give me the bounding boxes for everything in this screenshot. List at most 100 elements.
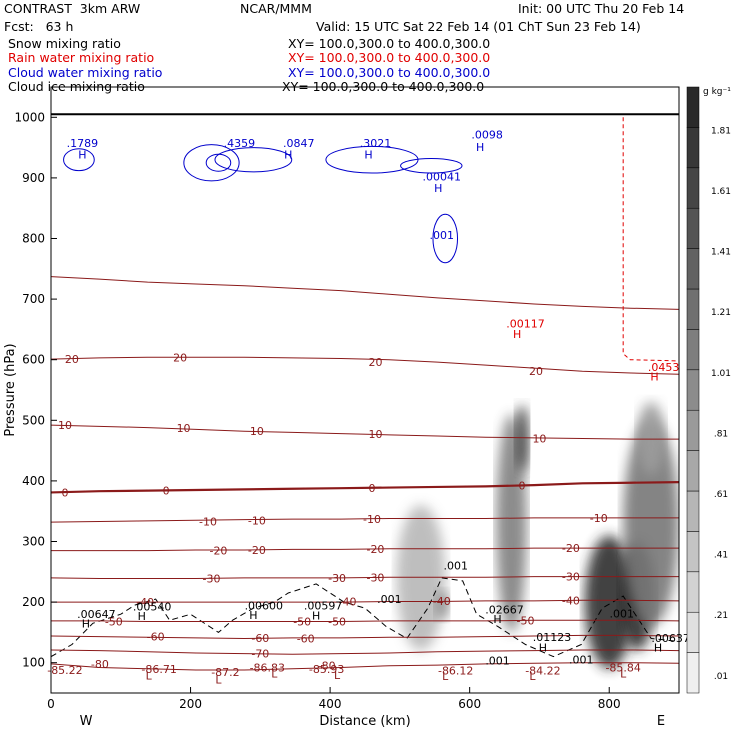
isotherm-label: -20 (562, 542, 580, 555)
extremum-label: H (539, 642, 547, 655)
colorbar-unit: g kg⁻¹ (703, 87, 731, 97)
extremum-label: .00647 (77, 608, 116, 621)
y-tick-label: 500 (22, 413, 45, 427)
isotherm-label: 10 (177, 422, 191, 435)
isotherm-label: -30 (203, 572, 221, 585)
extremum-label: .001 (485, 654, 510, 667)
extremum-label: .001 (569, 654, 594, 667)
valid-time: Valid: 15 UTC Sat 22 Feb 14 (01 ChT Sun … (316, 19, 641, 34)
isotherm-label: -50 (293, 615, 311, 628)
cloud-ice-contour (51, 577, 679, 658)
isotherm-label: -40 (433, 595, 451, 608)
extremum-label: -85.84 (605, 662, 640, 675)
isotherm-label: -80 (91, 658, 109, 671)
x-tick-label: 0 (47, 697, 55, 711)
extremum-label: H (249, 609, 257, 622)
cloud-water-label: H (364, 148, 372, 161)
isotherm--10 (51, 517, 679, 523)
plot-frame (50, 86, 680, 694)
isotherm-label: -10 (199, 516, 217, 529)
isotherm-20 (51, 356, 679, 375)
isotherm-label: 0 (368, 482, 375, 495)
isotherm-label: 10 (250, 425, 264, 438)
colorbar-segment (686, 207, 700, 249)
isotherm--40 (51, 599, 679, 603)
colorbar-tick-label: .61 (714, 490, 728, 500)
extremum-label: L (620, 668, 627, 681)
isotherm--20 (51, 547, 679, 552)
cloud-water-contour (63, 148, 95, 172)
isotherm-label: 0 (519, 480, 526, 493)
colorbar-segment (686, 329, 700, 371)
field-xy-rain: XY= 100.0,300.0 to 400.0,300.0 (288, 50, 491, 65)
rain-boundary (622, 117, 679, 362)
extremum-label: .00600 (245, 600, 284, 613)
west-label: W (80, 714, 93, 729)
cloud-ice-contours (51, 577, 679, 658)
colorbar-segment (686, 369, 700, 411)
isotherm-label: -40 (562, 594, 580, 607)
rain-contours (622, 117, 679, 362)
isotherm-label: -30 (366, 571, 384, 584)
isotherm-label: 10 (368, 428, 382, 441)
axes: 0 200 400 600 800100200300400500600700800900… (14, 110, 620, 711)
colorbar-segment (686, 490, 700, 532)
y-tick-label: 300 (22, 535, 45, 549)
isotherm-label: 10 (58, 419, 72, 432)
extremum-label: -85.93 (309, 663, 344, 676)
x-tick-label: 200 (179, 697, 202, 711)
isotherm-label: -40 (136, 596, 154, 609)
cloud-water-label: .4359 (224, 137, 256, 150)
extremum-label: .00540 (133, 600, 172, 613)
y-tick-label: 400 (22, 474, 45, 488)
rain-label: H (513, 328, 521, 341)
colorbar-tick-label: .01 (714, 672, 728, 682)
isotherm-label: -50 (517, 614, 535, 627)
cloud-water-label: H (78, 148, 86, 161)
isotherm-label: 20 (173, 351, 187, 364)
colorbar-segment (686, 652, 700, 694)
cloud-water-label: .00041 (423, 171, 462, 184)
cloud-water-contour (183, 144, 240, 182)
snow-area (434, 589, 449, 621)
center-title: NCAR/MMM (240, 1, 312, 16)
colorbar-tick-label: 1.21 (711, 308, 731, 318)
isotherm-label: 20 (529, 365, 543, 378)
colorbar-tick-label: .81 (714, 429, 728, 439)
extremum-label: H (82, 617, 90, 630)
extremum-label: .02667 (485, 603, 524, 616)
rain-label: .00117 (506, 317, 545, 330)
isotherm-label: -10 (363, 513, 381, 526)
isotherm--30 (51, 576, 679, 579)
colorbar-segment (686, 86, 700, 128)
cloud-water-label: H (284, 148, 292, 161)
cloud-water-contour (400, 158, 463, 174)
isotherm-label: 0 (163, 485, 170, 498)
isotherm-label: -80 (318, 660, 336, 673)
isotherm-label: -40 (339, 595, 357, 608)
colorbar-tick-label: 1.01 (711, 369, 731, 379)
init-time: Init: 00 UTC Thu 20 Feb 14 (518, 1, 685, 16)
isotherm-label: 20 (368, 356, 382, 369)
east-label: E (657, 714, 665, 729)
isotherm-label: -70 (251, 648, 269, 661)
cloud-water-contour (432, 213, 459, 264)
field-label-rain: Rain water mixing ratio (8, 50, 155, 65)
colorbar-tick-label: 1.41 (711, 248, 731, 258)
isotherm-label: -20 (248, 544, 266, 557)
extremum-label: L (271, 668, 278, 681)
isotherm-label: -60 (251, 632, 269, 645)
extremum-label: -86.12 (438, 665, 473, 678)
isotherm-label: -30 (562, 571, 580, 584)
temperature-contours (51, 113, 679, 671)
extremum-label: H (654, 642, 662, 655)
cloud-water-label: H (476, 141, 484, 154)
isotherm-10 (51, 424, 679, 440)
y-tick-label: 700 (22, 292, 45, 306)
snow-area (623, 420, 679, 627)
field-xy-snow: XY= 100.0,300.0 to 400.0,300.0 (288, 36, 491, 51)
extremum-label: L (334, 669, 341, 682)
colorbar-segment (686, 450, 700, 492)
extremum-label: L (529, 670, 536, 683)
